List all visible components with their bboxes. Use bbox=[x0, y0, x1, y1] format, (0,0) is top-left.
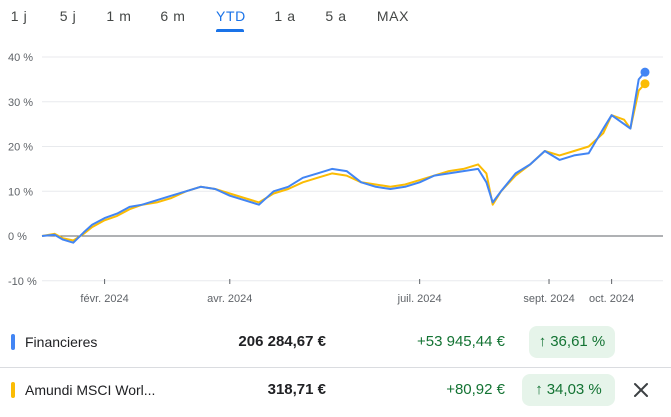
remove-comparison-button[interactable] bbox=[630, 379, 652, 401]
tab-max[interactable]: MAX bbox=[376, 8, 410, 24]
y-tick-label: 30 % bbox=[8, 97, 33, 109]
performance-chart[interactable]: 40 % 30 % 20 % 10 % 0 % -10 % févr. 2024 avr. … bbox=[0, 40, 671, 312]
comparison-row-amundi[interactable]: Amundi MSCI Worl... 318,71 € +80,92 € ↑ 3… bbox=[0, 368, 671, 414]
instrument-name: Amundi MSCI Worl... bbox=[25, 382, 156, 398]
tab-5j[interactable]: 5 j bbox=[59, 8, 77, 24]
tab-1j[interactable]: 1 j bbox=[10, 8, 28, 24]
series-endpoint-dot bbox=[640, 67, 650, 77]
instrument-change: +53 945,44 € bbox=[416, 333, 505, 350]
instrument-price: 206 284,67 € bbox=[238, 333, 326, 350]
tab-ytd[interactable]: YTD bbox=[216, 8, 245, 32]
series-line bbox=[41, 83, 646, 242]
series-endpoint-dot bbox=[640, 79, 650, 89]
y-tick-label: 0 % bbox=[8, 231, 27, 243]
y-tick-label: 20 % bbox=[8, 142, 33, 154]
y-tick-label: -10 % bbox=[8, 276, 37, 288]
tab-5a[interactable]: 5 a bbox=[325, 8, 347, 24]
tab-1a[interactable]: 1 a bbox=[274, 8, 296, 24]
x-tick-label: sept. 2024 bbox=[523, 293, 574, 305]
comparison-row-financieres[interactable]: Financieres 206 284,67 € +53 945,44 € ↑ 3… bbox=[0, 320, 671, 366]
series-color-swatch bbox=[11, 382, 15, 398]
series-line bbox=[41, 71, 646, 244]
x-tick-label: avr. 2024 bbox=[207, 293, 252, 305]
percent-change-badge: ↑ 34,03 % bbox=[522, 374, 615, 406]
chart-grid bbox=[42, 56, 663, 282]
tab-6m[interactable]: 6 m bbox=[160, 8, 186, 24]
close-icon bbox=[634, 383, 648, 397]
arrow-up-icon: ↑ bbox=[535, 381, 543, 398]
percent-change-badge: ↑ 36,61 % bbox=[529, 326, 615, 358]
arrow-up-icon: ↑ bbox=[538, 333, 547, 350]
percent-change-value: 34,03 % bbox=[546, 381, 602, 398]
chart-series bbox=[41, 67, 650, 244]
x-tick-label: juil. 2024 bbox=[397, 293, 442, 305]
percent-change-value: 36,61 % bbox=[550, 333, 606, 350]
x-tick-label: févr. 2024 bbox=[80, 293, 128, 305]
instrument-price: 318,71 € bbox=[267, 381, 326, 398]
x-tick-label: oct. 2024 bbox=[589, 293, 634, 305]
y-tick-label: 10 % bbox=[8, 186, 33, 198]
series-color-swatch bbox=[11, 334, 15, 350]
timeframe-tabs: 1 j 5 j 1 m 6 m YTD 1 a 5 a MAX bbox=[0, 0, 671, 34]
y-axis: 40 % 30 % 20 % 10 % 0 % -10 % bbox=[8, 52, 37, 288]
tab-1m[interactable]: 1 m bbox=[106, 8, 132, 24]
instrument-change: +80,92 € bbox=[446, 381, 505, 398]
row-divider bbox=[0, 367, 671, 368]
instrument-name: Financieres bbox=[25, 334, 98, 350]
x-axis: févr. 2024 avr. 2024 juil. 2024 sept. 2024 o… bbox=[80, 279, 634, 305]
y-tick-label: 40 % bbox=[8, 52, 33, 64]
